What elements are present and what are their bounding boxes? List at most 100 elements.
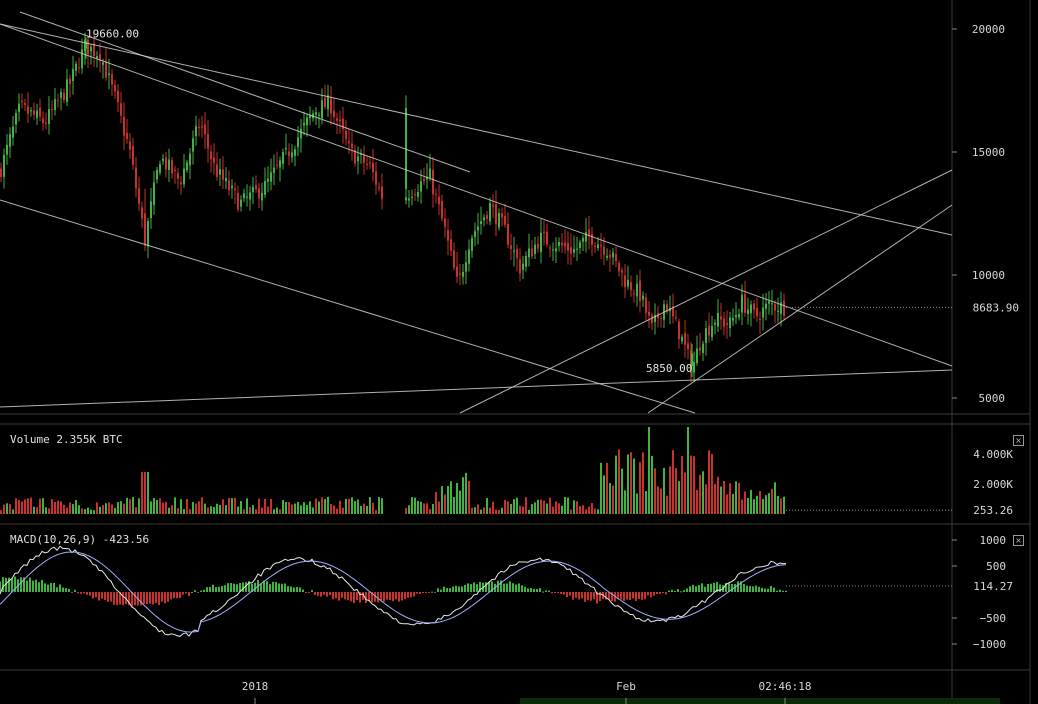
trendline[interactable] [0,23,953,367]
volume-bar [702,471,704,514]
volume-bar [735,481,737,514]
volume-bar [222,499,224,514]
candle [513,236,515,267]
volume-bar [24,499,26,514]
candle [594,242,596,254]
candle [78,57,80,74]
volume-bar [438,501,440,514]
macd-histogram-bar [764,588,766,592]
volume-bar [132,496,134,514]
volume-bar [342,507,344,514]
volume-bar [228,498,230,514]
candle [222,156,224,190]
candle [756,297,758,322]
candle [111,68,113,96]
candle [57,93,59,108]
trendline[interactable] [0,199,696,414]
macd-histogram-bar [467,583,469,592]
volume-title: Volume 2.355K BTC [10,433,123,446]
candle [489,197,491,226]
macd-histogram-bar [755,585,757,592]
volume-bar [714,483,716,514]
macd-histogram-bar [212,584,214,592]
trendline[interactable] [647,204,953,414]
macd-histogram-bar [299,587,301,592]
volume-bar [573,500,575,514]
candle [534,236,536,260]
candle [582,235,584,251]
trendline[interactable] [459,169,953,414]
macd-histogram-bar [704,586,706,592]
candle [510,233,512,260]
candle [306,114,308,137]
volume-bar [237,506,239,514]
volume-bar [498,509,500,514]
volume-bar [405,508,407,514]
macd-histogram-bar [683,590,685,592]
volume-bar [138,498,140,514]
macd-histogram-bar [437,588,439,592]
volume-bar [96,502,98,514]
macd-histogram-bar [179,592,181,599]
macd-pane[interactable]: 1000 500 −500 −1000 114.27 [0,534,1013,651]
volume-bar [705,484,707,514]
candle [726,310,728,339]
candle [537,235,539,253]
volume-bar [480,509,482,514]
volume-bar [162,502,164,514]
macd-histogram-bar [239,582,241,592]
volume-pane[interactable]: 4.000K 2.000K 253.26 [0,427,1013,517]
macd-histogram-bar [734,584,736,592]
macd-histogram-bar [140,592,142,606]
candle [732,308,734,326]
volume-bar [183,508,185,514]
candle [75,61,77,77]
candle [12,115,14,146]
candle [237,185,239,213]
macd-histogram-bar [113,592,115,605]
candle [345,119,347,146]
macd-histogram-bar [131,592,133,607]
trendline[interactable] [0,369,953,408]
candle [741,284,743,326]
volume-bar [681,456,683,514]
macd-histogram-bar [164,592,166,604]
volume-bar [225,505,227,514]
volume-bar [519,505,521,514]
candle [780,291,782,327]
candle [426,163,428,190]
candle [750,300,752,327]
candle [615,246,617,268]
time-axis: 2018 Feb 02:46:18 [242,680,811,704]
trendline[interactable] [0,23,953,236]
candle [258,183,260,209]
candle [567,231,569,265]
candle [738,308,740,321]
candle [129,133,131,159]
candle [261,182,263,211]
time-range-bar[interactable] [520,698,1000,704]
trendline[interactable] [19,11,471,173]
candle [444,208,446,238]
candle [666,300,668,315]
macd-histogram-bar [584,592,586,602]
macd-histogram-bar [152,592,154,605]
candle [15,109,17,134]
candle [6,134,8,165]
volume-bar [60,501,62,514]
volume-bar [78,505,80,514]
time-tick-label: 2018 [242,680,269,693]
candle [114,79,116,99]
volume-close-icon[interactable]: × [1013,435,1024,446]
volume-bar [315,498,317,514]
macd-histogram-bar [221,585,223,592]
candle [204,111,206,149]
volume-bar [672,450,674,514]
macd-close-icon[interactable]: × [1013,535,1024,546]
macd-histogram-bar [278,583,280,592]
price-pane[interactable]: 19660.00 5850.00 [0,11,953,414]
volume-bar [300,505,302,514]
volume-bar [63,504,65,514]
volume-bar [750,489,752,514]
